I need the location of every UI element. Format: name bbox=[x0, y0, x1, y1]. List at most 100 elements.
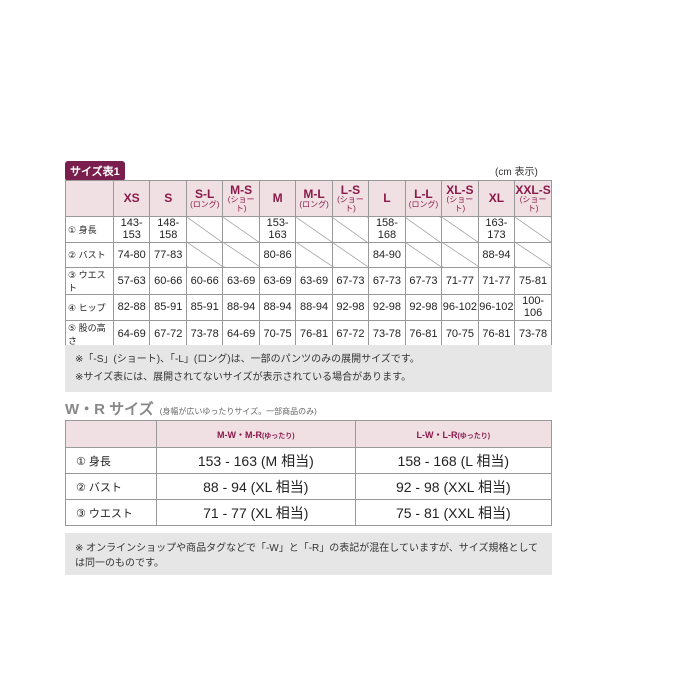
unit-note: (cm 表示) bbox=[495, 167, 538, 178]
not-available-cell bbox=[186, 241, 224, 268]
size-sublabel: (ショート) bbox=[446, 195, 474, 213]
value-cell: 163-173 bbox=[477, 216, 516, 243]
value-cell: 67-72 bbox=[149, 319, 188, 348]
not-available-cell bbox=[331, 241, 370, 268]
value-cell: 148-158 bbox=[149, 216, 188, 243]
table-row: ② バスト 88 - 94 (XL 相当) 92 - 98 (XXL 相当) bbox=[65, 473, 553, 500]
row-label: ① 身長 bbox=[65, 216, 114, 243]
value-cell: 80-86 bbox=[258, 241, 297, 268]
not-available-cell bbox=[295, 241, 333, 268]
value-cell: 71-77 bbox=[477, 267, 516, 295]
value-cell: 63-69 bbox=[222, 267, 260, 295]
value-cell: 100-106 bbox=[514, 294, 552, 321]
not-available-cell bbox=[222, 216, 260, 243]
value-cell: 143-153 bbox=[112, 216, 151, 243]
not-available-cell bbox=[331, 216, 370, 243]
column-header: XXL-S (ショート) bbox=[514, 180, 552, 217]
value-cell: 73-78 bbox=[368, 319, 406, 348]
table-row: ② バスト 74-80 77-83 80-86 84-90 88-94 bbox=[65, 241, 552, 268]
value-cell: 60-66 bbox=[186, 267, 224, 295]
value-cell: 67-73 bbox=[331, 267, 370, 295]
value-cell: 153-163 bbox=[258, 216, 297, 243]
not-available-cell bbox=[404, 216, 443, 243]
size-label: S bbox=[164, 191, 173, 206]
column-header: L-W・L-R(ゆったり) bbox=[354, 420, 553, 448]
value-cell: 67-73 bbox=[404, 267, 443, 295]
value-cell: 73-78 bbox=[186, 319, 224, 348]
size-label: M-S bbox=[230, 182, 253, 197]
value-cell: 96-102 bbox=[477, 294, 516, 321]
row-label: ② バスト bbox=[65, 473, 157, 500]
value-cell: 57-63 bbox=[112, 267, 151, 295]
size-label: M-W・M-R bbox=[216, 429, 262, 440]
value-cell: 67-72 bbox=[331, 319, 370, 348]
value-cell: 88 - 94 (XL 相当) bbox=[156, 473, 356, 500]
column-header: M-W・M-R(ゆったり) bbox=[156, 420, 356, 448]
value-cell: 92-98 bbox=[368, 294, 406, 321]
not-available-cell bbox=[514, 216, 552, 243]
size-label: M-L bbox=[303, 187, 325, 201]
table-row: ① 身長 153 - 163 (M 相当) 158 - 168 (L 相当) bbox=[65, 447, 553, 474]
column-header: XL bbox=[477, 180, 516, 217]
value-cell: 76-81 bbox=[477, 319, 516, 348]
value-cell: 88-94 bbox=[222, 294, 260, 321]
wr-subtitle: (身幅が広いゆったりサイズ。一部商品のみ) bbox=[159, 407, 317, 416]
value-cell: 64-69 bbox=[222, 319, 260, 348]
not-available-cell bbox=[404, 241, 443, 268]
wr-size-heading: W・R サイズ (身幅が広いゆったりサイズ。一部商品のみ) bbox=[65, 398, 317, 419]
value-cell: 60-66 bbox=[149, 267, 188, 295]
size-label: L-L bbox=[414, 187, 433, 201]
column-header: S-L (ロング) bbox=[186, 180, 224, 217]
value-cell: 153 - 163 (M 相当) bbox=[156, 447, 356, 474]
row-label: ② バスト bbox=[65, 241, 114, 268]
note-line: ※「-S」(ショート)、「-L」(ロング)は、一部のパンツのみの展開サイズです。 bbox=[75, 354, 420, 365]
size-label: XL-S bbox=[446, 182, 474, 197]
size-label: M bbox=[272, 191, 283, 206]
size-label: L bbox=[383, 191, 391, 206]
value-cell: 82-88 bbox=[112, 294, 151, 321]
not-available-cell bbox=[441, 241, 479, 268]
table-row: ③ ウエスト 71 - 77 (XL 相当) 75 - 81 (XXL 相当) bbox=[65, 499, 553, 526]
value-cell: 88-94 bbox=[477, 241, 516, 268]
column-header: M-L (ロング) bbox=[295, 180, 333, 217]
size-table-1-title: サイズ表1 bbox=[65, 161, 125, 181]
value-cell: 63-69 bbox=[258, 267, 297, 295]
size-sublabel: (ロング) bbox=[299, 199, 329, 209]
value-cell: 92-98 bbox=[331, 294, 370, 321]
value-cell: 75-81 bbox=[514, 267, 552, 295]
value-cell: 158-168 bbox=[368, 216, 406, 243]
size-label: XS bbox=[123, 191, 140, 206]
value-cell: 71 - 77 (XL 相当) bbox=[156, 499, 356, 526]
column-header: L-L (ロング) bbox=[404, 180, 443, 217]
column-header: M bbox=[258, 180, 297, 217]
row-label: ④ ヒップ bbox=[65, 294, 114, 321]
size-label: S-L bbox=[195, 187, 215, 201]
not-available-cell bbox=[441, 216, 479, 243]
value-cell: 158 - 168 (L 相当) bbox=[354, 447, 553, 474]
value-cell: 76-81 bbox=[295, 319, 333, 348]
value-cell: 75 - 81 (XXL 相当) bbox=[354, 499, 553, 526]
value-cell: 77-83 bbox=[149, 241, 188, 268]
size-sublabel: (ショート) bbox=[337, 195, 364, 213]
row-label: ③ ウエスト bbox=[65, 499, 157, 526]
value-cell: 73-78 bbox=[514, 319, 552, 348]
size-sublabel: (ショート) bbox=[227, 195, 255, 213]
column-header: S bbox=[149, 180, 188, 217]
not-available-cell bbox=[514, 241, 552, 268]
not-available-cell bbox=[222, 241, 260, 268]
value-cell: 92 - 98 (XXL 相当) bbox=[354, 473, 553, 500]
table-row: ④ ヒップ 82-88 85-91 85-91 88-94 88-94 88-94 92-98… bbox=[65, 294, 552, 321]
column-header: L bbox=[368, 180, 406, 217]
size-label: XXL-S bbox=[515, 182, 551, 197]
size-sublabel: (ロング) bbox=[190, 199, 220, 209]
value-cell: 96-102 bbox=[441, 294, 479, 321]
size-label: L-W・L-R bbox=[416, 429, 458, 440]
value-cell: 71-77 bbox=[441, 267, 479, 295]
value-cell: 88-94 bbox=[295, 294, 333, 321]
header-corner bbox=[65, 420, 157, 448]
size-label: L-S bbox=[340, 182, 361, 197]
value-cell: 70-75 bbox=[258, 319, 297, 348]
table-row: ① 身長 143-153 148-158 153-163 158-168 163-173 bbox=[65, 216, 552, 243]
column-header: XL-S (ショート) bbox=[441, 180, 479, 217]
value-cell: 85-91 bbox=[149, 294, 188, 321]
